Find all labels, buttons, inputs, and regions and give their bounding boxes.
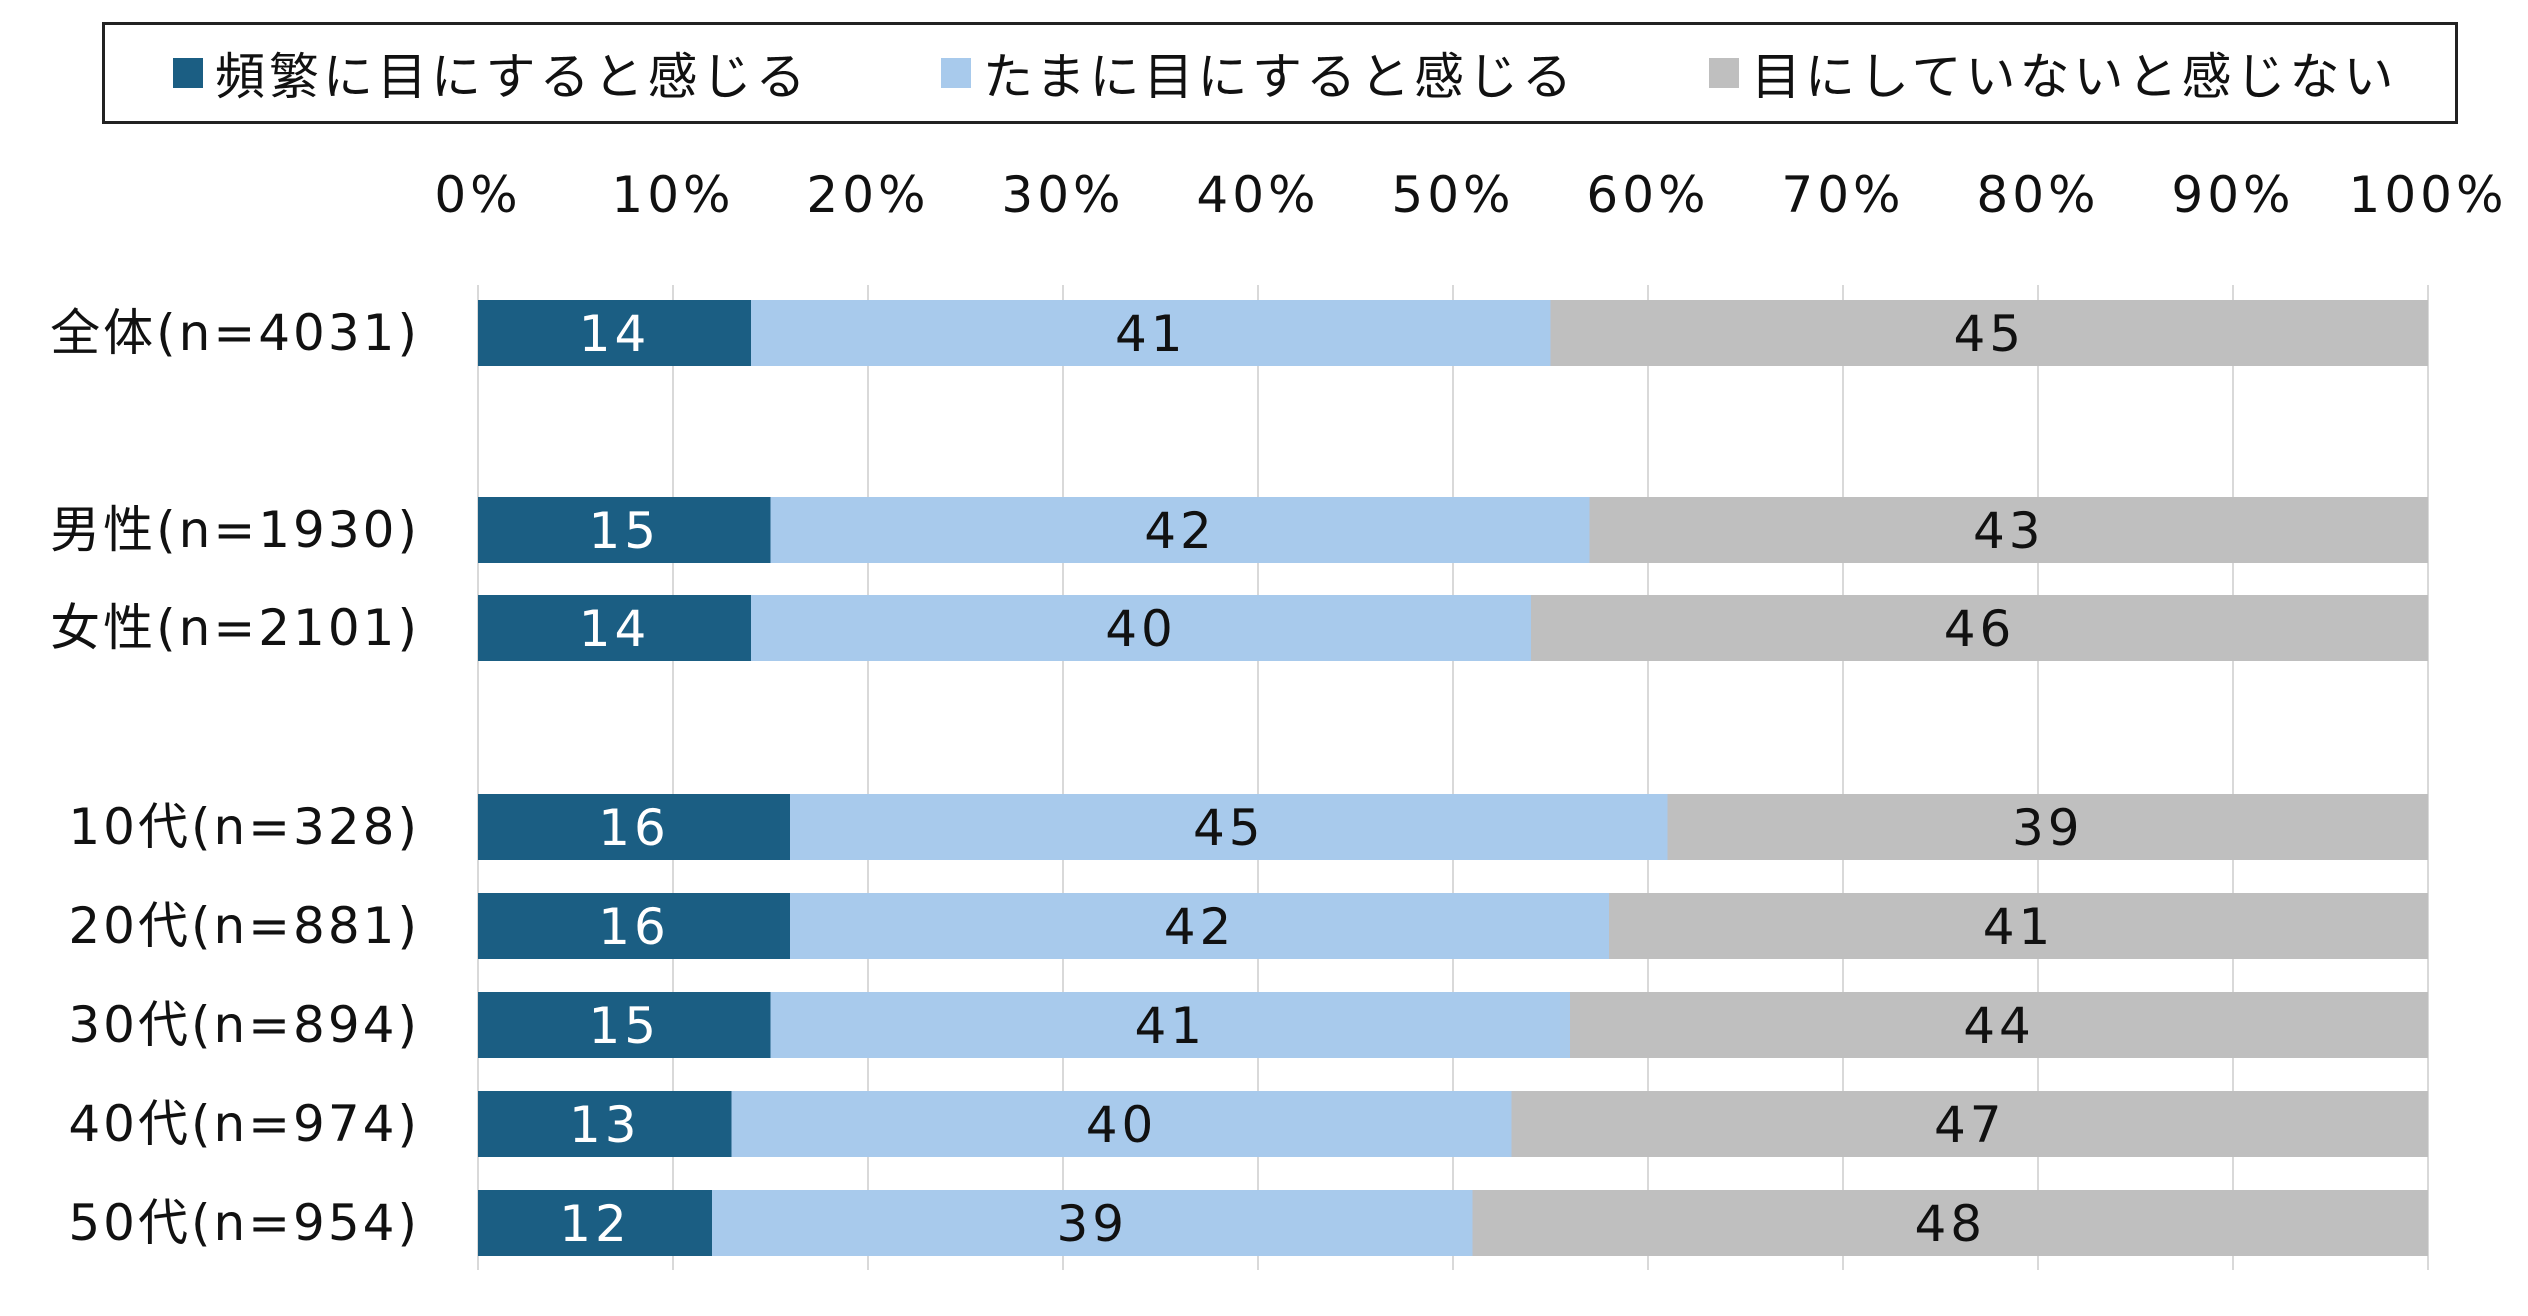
data-label: 41 — [1983, 898, 2055, 956]
data-label: 12 — [559, 1195, 631, 1253]
bar-segment — [1531, 595, 2428, 661]
x-tick-label: 100% — [2349, 166, 2508, 224]
data-label: 40 — [1086, 1096, 1158, 1154]
bar-segment — [1511, 1091, 2428, 1157]
data-label: 13 — [569, 1096, 641, 1154]
data-label: 15 — [588, 502, 660, 560]
data-label: 41 — [1115, 305, 1187, 363]
bar-segment — [790, 893, 1609, 959]
bar-segment — [712, 1190, 1473, 1256]
bar-segment — [1570, 992, 2428, 1058]
legend-item-frequent: 頻繁に目にすると感じる — [173, 25, 810, 121]
category-label: 50代(n=954) — [68, 1194, 420, 1252]
data-label: 39 — [2012, 799, 2084, 857]
x-tick-label: 90% — [2171, 166, 2294, 224]
data-label: 15 — [588, 997, 660, 1055]
data-label: 48 — [1914, 1195, 1986, 1253]
bar-segment — [770, 497, 1590, 563]
data-label: 14 — [579, 305, 651, 363]
x-tick-label: 10% — [611, 166, 734, 224]
bar-segment — [770, 992, 1570, 1058]
category-label: 全体(n=4031) — [50, 304, 420, 362]
data-label: 44 — [1963, 997, 2035, 1055]
data-label: 41 — [1134, 997, 1206, 1055]
x-tick-label: 30% — [1001, 166, 1124, 224]
bar-segment — [790, 794, 1668, 860]
x-tick-label: 50% — [1391, 166, 1514, 224]
bar-segment — [478, 1190, 712, 1256]
x-tick-label: 70% — [1781, 166, 1904, 224]
bar-segment — [478, 497, 771, 563]
legend-swatch-not-seen — [1709, 58, 1739, 88]
legend-item-not-seen: 目にしていないと感じない — [1709, 25, 2398, 121]
x-tick-label: 60% — [1586, 166, 1709, 224]
data-label: 47 — [1934, 1096, 2006, 1154]
data-label: 14 — [579, 600, 651, 658]
bar-segment — [751, 595, 1531, 661]
data-label: 46 — [1944, 600, 2016, 658]
category-label: 10代(n=328) — [68, 798, 420, 856]
bar-segment — [1472, 1190, 2428, 1256]
category-label: 20代(n=881) — [68, 897, 420, 955]
data-label: 43 — [1973, 502, 2045, 560]
legend-swatch-occasional — [941, 58, 971, 88]
chart-legend: 頻繁に目にすると感じる たまに目にすると感じる 目にしていないと感じない — [102, 22, 2458, 124]
bar-segment — [1589, 497, 2428, 563]
data-label: 45 — [1193, 799, 1265, 857]
bar-segment — [478, 794, 790, 860]
data-label: 40 — [1105, 600, 1177, 658]
bar-segment — [478, 300, 751, 366]
bar-segment — [478, 1091, 732, 1157]
legend-swatch-frequent — [173, 58, 203, 88]
bar-segment — [1609, 893, 2428, 959]
legend-item-occasional: たまに目にすると感じる — [941, 25, 1576, 121]
category-label: 30代(n=894) — [68, 996, 420, 1054]
bar-segment — [731, 1091, 1512, 1157]
bar-segment — [478, 893, 790, 959]
bar-segment — [1550, 300, 2428, 366]
data-label: 16 — [598, 799, 670, 857]
x-tick-label: 80% — [1976, 166, 2099, 224]
bar-segment — [478, 992, 771, 1058]
data-label: 39 — [1056, 1195, 1128, 1253]
x-tick-label: 40% — [1196, 166, 1319, 224]
category-label: 男性(n=1930) — [50, 501, 420, 559]
x-tick-label: 20% — [806, 166, 929, 224]
legend-label-occasional: たまに目にすると感じる — [983, 48, 1576, 106]
x-tick-label: 0% — [434, 166, 521, 224]
data-label: 42 — [1144, 502, 1216, 560]
data-label: 45 — [1953, 305, 2025, 363]
bar-segment — [751, 300, 1551, 366]
bar-segment — [478, 595, 751, 661]
data-label: 42 — [1164, 898, 1236, 956]
legend-label-not-seen: 目にしていないと感じない — [1751, 48, 2398, 106]
category-label: 40代(n=974) — [68, 1095, 420, 1153]
bar-segment — [1667, 794, 2428, 860]
category-label: 女性(n=2101) — [50, 599, 420, 657]
data-label: 16 — [598, 898, 670, 956]
legend-label-frequent: 頻繁に目にすると感じる — [215, 48, 810, 106]
